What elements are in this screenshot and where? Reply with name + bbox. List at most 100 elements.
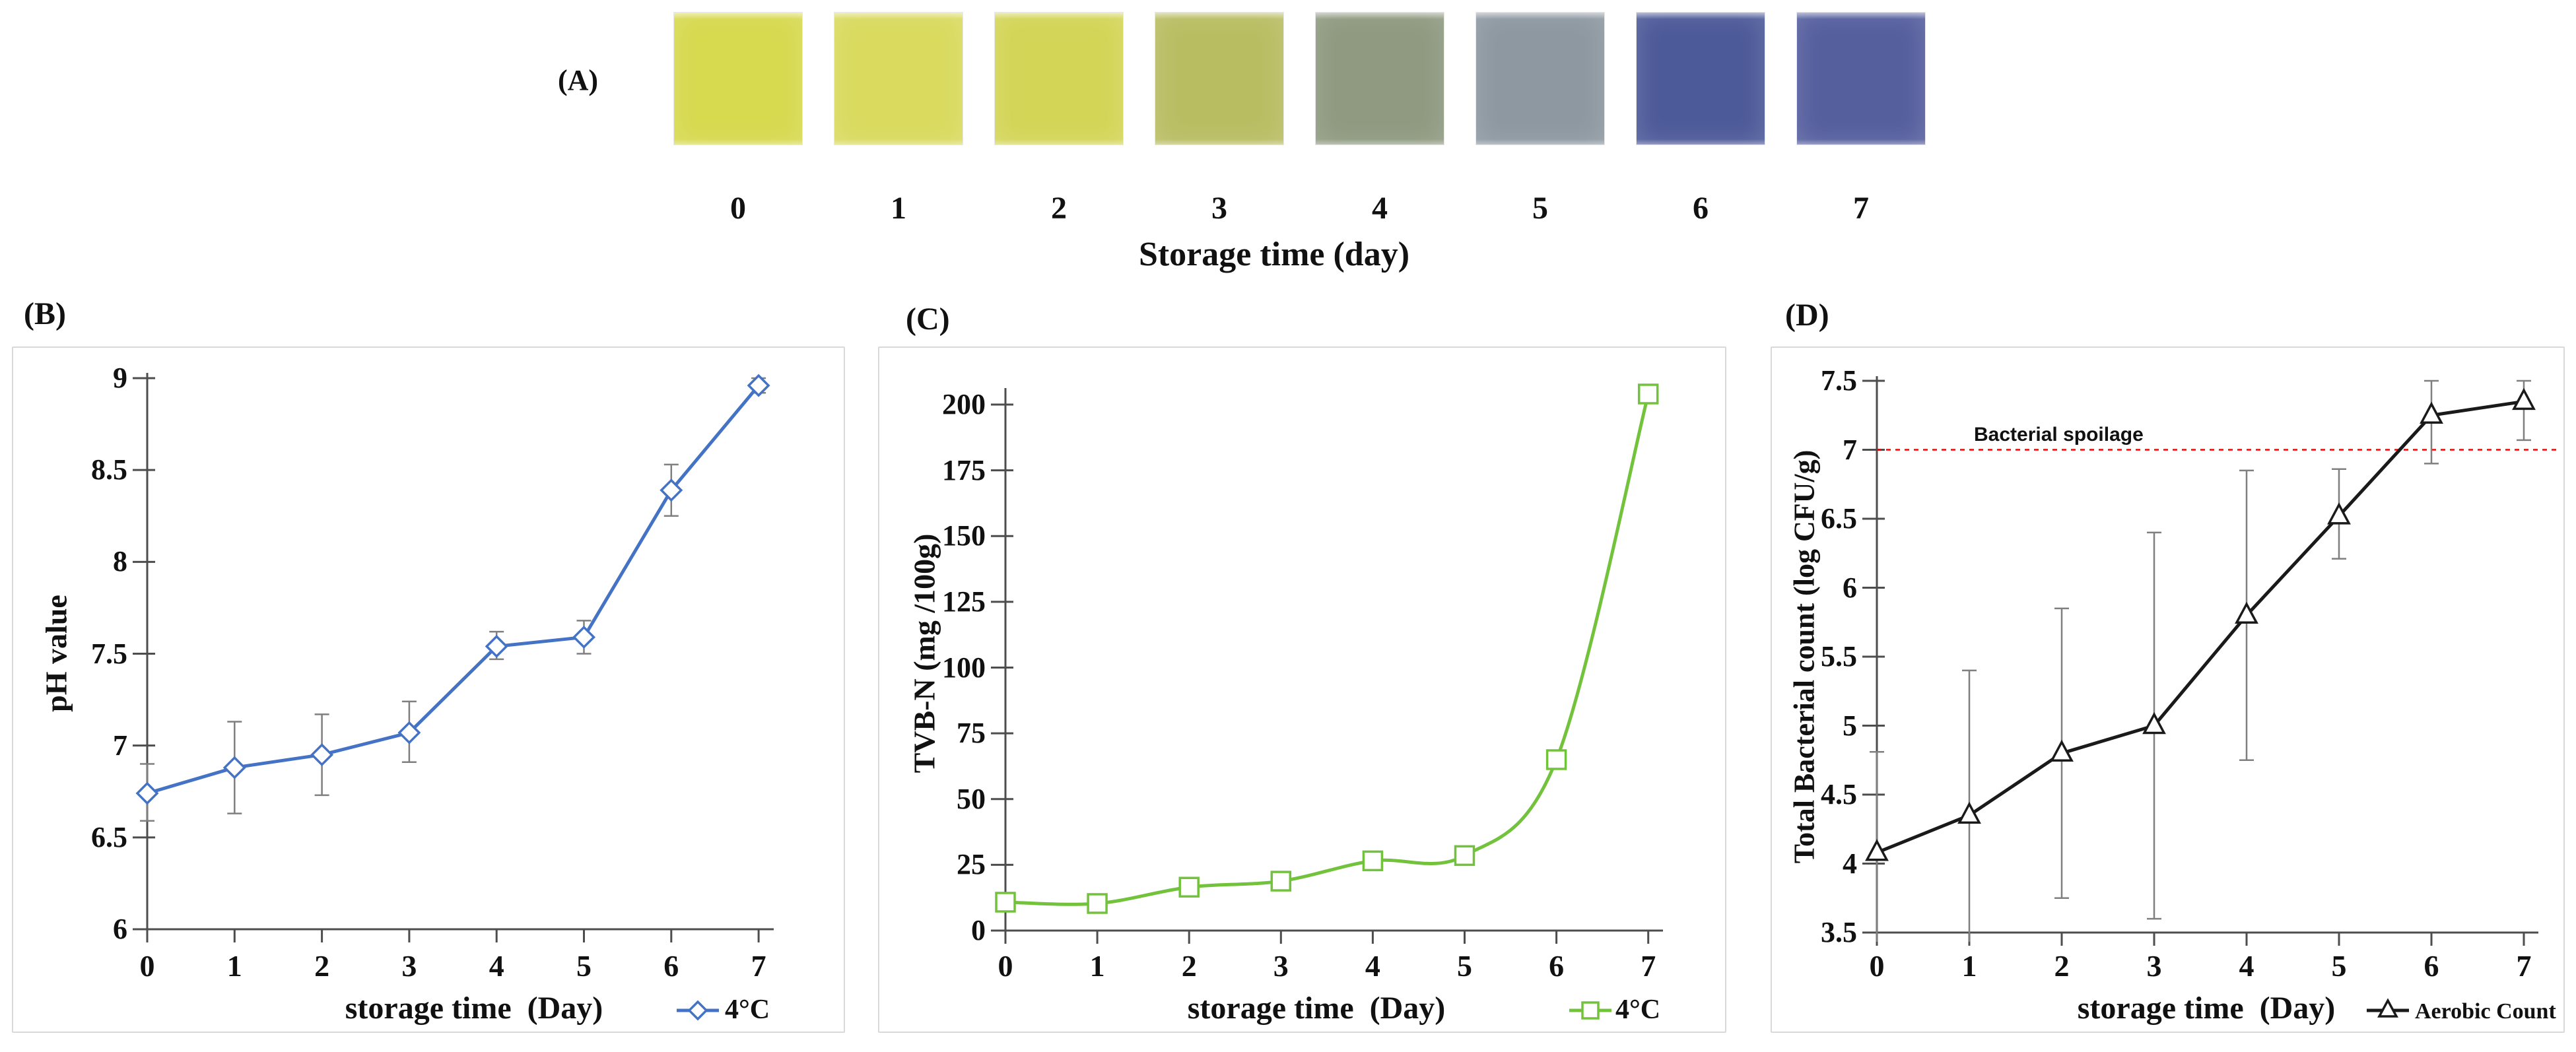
bacterial-spoilage-annotation: Bacterial spoilage — [1974, 424, 2144, 445]
data-point-marker — [1087, 893, 1108, 914]
chart-panel-tvbn — [878, 346, 1726, 1033]
legend-label-b: 4°C — [725, 995, 770, 1025]
data-point-marker — [310, 743, 334, 767]
data-point-marker — [747, 374, 770, 397]
data-point-marker — [2327, 502, 2351, 525]
chart-panel-ph — [12, 346, 845, 1033]
data-point-marker — [1545, 749, 1567, 770]
data-point-marker — [1270, 871, 1292, 892]
y-tick-label: 9 — [113, 362, 127, 394]
x-tick-label: 7 — [1641, 949, 1656, 983]
x-tick-label: 5 — [1457, 949, 1472, 983]
panel-a-axis-title: Storage time (day) — [1138, 236, 1410, 273]
panel-b-label: (B) — [24, 296, 66, 331]
y-tick-label: 7.5 — [91, 637, 127, 670]
y-tick-label: 5 — [1843, 709, 1857, 742]
panel-d-label: (D) — [1785, 298, 1829, 333]
data-point-marker — [2235, 601, 2258, 624]
data-point-marker — [1178, 876, 1200, 898]
y-tick-label: 6.5 — [1821, 502, 1857, 535]
series-line — [1876, 399, 2525, 855]
data-point-marker — [222, 756, 246, 779]
x-tick-label: 2 — [1181, 949, 1197, 983]
colorimetric-film-swatch — [1636, 12, 1765, 145]
y-tick-label: 3.5 — [1821, 916, 1857, 948]
x-tick-label: 4 — [1365, 949, 1380, 983]
swatch-day-label: 4 — [1372, 191, 1388, 226]
x-tick-label: 5 — [576, 949, 592, 983]
y-tick-label: 100 — [942, 651, 986, 684]
chart-panel-bacteria — [1771, 346, 2565, 1033]
colorimetric-film-swatch — [994, 12, 1124, 145]
data-point-marker — [1454, 845, 1475, 867]
x-tick-label: 0 — [1869, 949, 1885, 983]
x-axis-title-c: storage time (Day) — [1187, 991, 1446, 1026]
colorimetric-film-swatch — [1315, 12, 1444, 145]
x-tick-label: 1 — [1089, 949, 1105, 983]
y-tick-label: 7.5 — [1821, 364, 1857, 397]
y-tick-label: 8 — [113, 545, 127, 578]
y-tick-label: 8.5 — [91, 453, 127, 486]
swatch-day-label: 3 — [1211, 191, 1227, 226]
data-point-marker — [995, 892, 1016, 913]
y-tick-label: 50 — [957, 782, 986, 815]
y-tick-label: 6 — [1843, 571, 1857, 604]
colorimetric-film-swatch — [1155, 12, 1284, 145]
data-point-marker — [1957, 801, 1981, 824]
x-tick-label: 7 — [751, 949, 766, 983]
legend-marker — [1581, 1001, 1600, 1020]
x-tick-label: 2 — [314, 949, 330, 983]
legend-marker — [687, 1000, 708, 1021]
x-tick-label: 3 — [2146, 949, 2162, 983]
y-tick-label: 4.5 — [1821, 778, 1857, 810]
x-tick-label: 1 — [1961, 949, 1977, 983]
swatch-day-label: 1 — [891, 191, 906, 226]
legend-marker — [2377, 998, 2398, 1018]
series-line — [1005, 393, 1650, 906]
x-tick-label: 4 — [2239, 949, 2254, 983]
colorimetric-film-swatch — [1475, 12, 1605, 145]
x-tick-label: 6 — [2423, 949, 2439, 983]
swatch-day-label: 7 — [1853, 191, 1869, 226]
x-tick-label: 0 — [998, 949, 1013, 983]
y-tick-label: 0 — [971, 914, 986, 946]
data-point-marker — [2512, 387, 2536, 411]
panel-a-color-swatches: (A) 0 1 2 3 4 5 6 7 Storage time (day) — [0, 0, 2576, 290]
data-point-marker — [2142, 711, 2166, 735]
data-point-marker — [1637, 383, 1659, 405]
series-line — [147, 384, 761, 795]
colorimetric-film-swatch — [673, 12, 803, 145]
y-tick-label: 200 — [942, 388, 986, 420]
x-axis-title-d: storage time (Day) — [2077, 991, 2336, 1026]
y-tick-label: 125 — [942, 585, 986, 618]
y-tick-label: 5.5 — [1821, 640, 1857, 673]
y-tick-label: 150 — [942, 519, 986, 552]
colorimetric-film-swatch — [1796, 12, 1926, 145]
data-point-marker — [135, 781, 159, 805]
x-tick-label: 3 — [401, 949, 417, 983]
panel-a-label: (A) — [558, 64, 599, 96]
legend-label-c: 4°C — [1615, 995, 1661, 1025]
data-point-marker — [485, 634, 508, 658]
y-tick-label: 175 — [942, 453, 986, 486]
x-tick-label: 7 — [2516, 949, 2532, 983]
x-tick-label: 5 — [2331, 949, 2347, 983]
swatch-day-label: 0 — [730, 191, 746, 226]
swatch-day-label: 5 — [1532, 191, 1548, 226]
x-tick-label: 0 — [139, 949, 155, 983]
swatch-day-label: 2 — [1051, 191, 1067, 226]
x-tick-label: 3 — [1273, 949, 1289, 983]
data-point-marker — [2050, 739, 2074, 762]
x-tick-label: 1 — [226, 949, 242, 983]
y-tick-label: 75 — [957, 717, 986, 750]
data-point-marker — [572, 625, 595, 649]
y-tick-label: 7 — [113, 729, 127, 762]
y-tick-label: 25 — [957, 848, 986, 881]
legend-label-d: Aerobic Count — [2415, 999, 2556, 1024]
y-tick-label: 6.5 — [91, 820, 127, 853]
y-tick-label: 6 — [113, 913, 127, 945]
x-tick-label: 6 — [663, 949, 679, 983]
y-tick-label: 7 — [1843, 433, 1857, 466]
swatch-day-label: 6 — [1693, 191, 1709, 226]
